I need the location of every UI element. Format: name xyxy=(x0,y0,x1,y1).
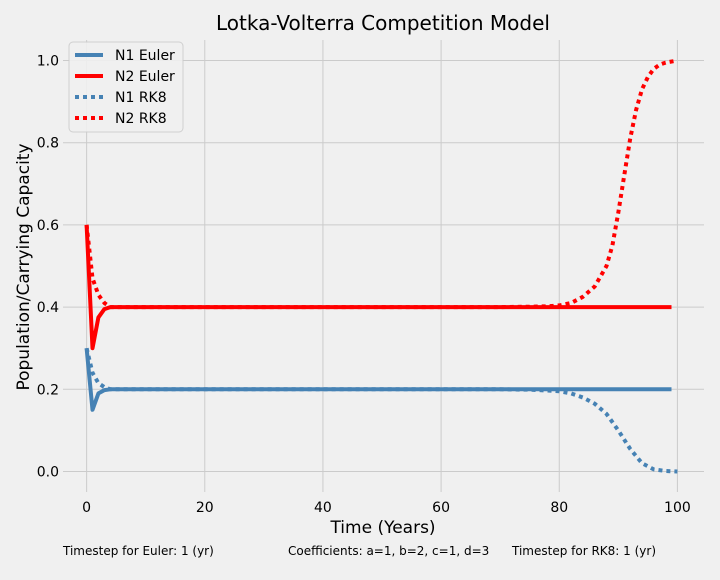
x-axis-label: Time (Years) xyxy=(329,518,435,538)
x-tick-label: 100 xyxy=(664,500,691,516)
y-axis-label: Population/Carrying Capacity xyxy=(14,143,34,390)
y-tick-label: 0.0 xyxy=(37,464,59,480)
y-tick-label: 0.8 xyxy=(37,136,59,152)
x-tick-label: 60 xyxy=(432,500,450,516)
y-tick-label: 0.6 xyxy=(37,218,59,234)
legend: N1 Euler N2 Euler N1 RK8 N2 RK8 xyxy=(68,41,184,133)
legend-label: N1 RK8 xyxy=(115,90,167,106)
legend-label: N1 Euler xyxy=(115,48,175,64)
chart-title: Lotka-Volterra Competition Model xyxy=(216,11,550,35)
legend-box xyxy=(68,41,184,133)
series-lines xyxy=(84,58,678,474)
footer-rk8-timestep: Timestep for RK8: 1 (yr) xyxy=(512,544,656,558)
footer-euler-timestep: Timestep for Euler: 1 (yr) xyxy=(63,544,214,558)
y-tick-label: 0.2 xyxy=(37,382,59,398)
x-tick-label: 80 xyxy=(550,500,568,516)
x-tick-label: 40 xyxy=(314,500,332,516)
x-tick-label: 20 xyxy=(196,500,214,516)
tick-labels: 0 20 40 60 80 100 0.0 0.2 0.4 0.6 0.8 1.0 xyxy=(37,54,691,516)
series-line-n2-euler xyxy=(84,224,672,351)
series-line-n2-rk8 xyxy=(84,58,678,310)
legend-label: N2 Euler xyxy=(115,69,175,85)
y-tick-label: 1.0 xyxy=(37,54,59,70)
x-tick-label: 0 xyxy=(82,500,91,516)
series-line-n1-rk8 xyxy=(84,347,678,474)
y-tick-label: 0.4 xyxy=(37,300,59,316)
footer-coefficients: Coefficients: a=1, b=2, c=1, d=3 xyxy=(288,544,490,558)
legend-label: N2 RK8 xyxy=(115,111,167,127)
